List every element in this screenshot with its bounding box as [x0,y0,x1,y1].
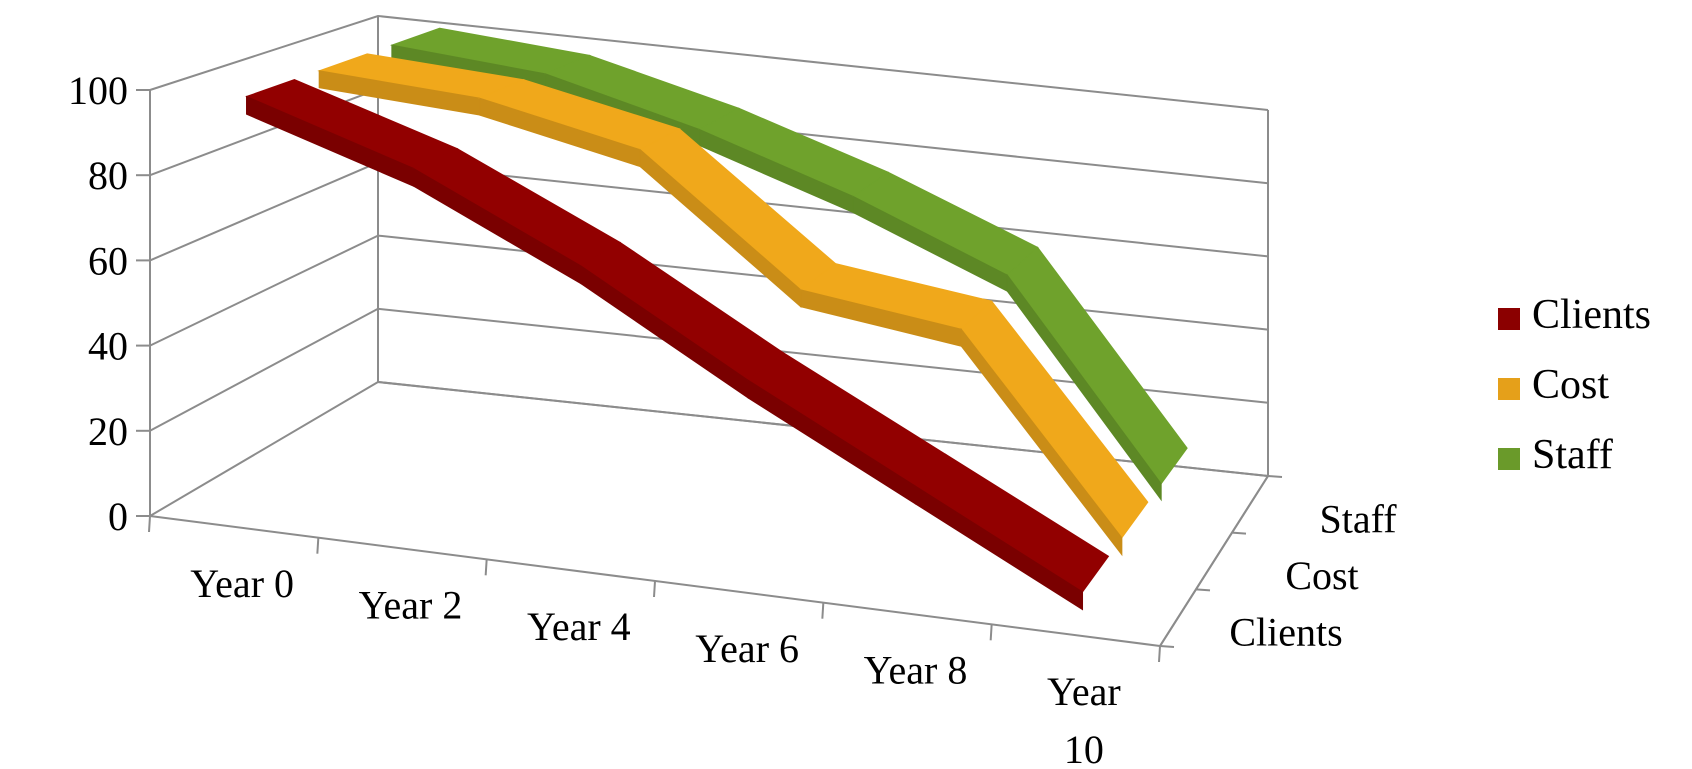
depth-axis-line [1159,475,1269,647]
x-tick-label: Year 8 [864,648,968,693]
depth-tick-labels: Clients Cost Staff [1229,496,1397,654]
ribbon-top [412,148,622,267]
legend-swatch [1498,448,1520,470]
x-tick-label: Year 2 [359,583,463,628]
legend: Clients Cost Staff [1498,292,1651,478]
y-tick-labels: 0 20 40 60 80 100 [68,68,128,539]
legend-label: Cost [1532,362,1609,408]
x-tick-mark [653,580,656,598]
depth-tick-label: Cost [1285,553,1358,598]
depth-tick-mark [1267,475,1283,478]
depth-tick-mark [1195,588,1211,592]
y-tick-label: 0 [108,494,128,539]
x-tick-mark [484,559,488,576]
y-tick-label: 80 [88,153,128,198]
legend-swatch [1498,308,1520,330]
x-tick-label: Year 10 [1047,669,1121,769]
depth-tick-label: Clients [1229,610,1342,655]
legend-label: Staff [1532,432,1613,478]
ribbon-side [1006,273,1162,502]
series-ribbon-clients [245,78,1110,611]
axes [136,89,1283,663]
x-tick-labels: Year 0 Year 2 Year 4 Year 6 Year 8 Year 10 [190,561,1120,769]
y-tick-label: 40 [88,324,128,369]
x-tick-label: Year 0 [190,561,294,606]
depth-tick-mark [1159,645,1175,648]
x-tick-mark [1158,645,1161,663]
series-ribbon-staff [389,27,1188,502]
series-ribbon-cost [317,53,1149,557]
x-tick-mark [821,602,825,619]
x-tick-label: Year 4 [527,604,631,649]
ribbon-side [914,485,1084,611]
x-tick-mark [316,537,320,554]
depth-tick-label: Staff [1319,496,1397,541]
ribbon-side [960,327,1123,557]
x-tick-mark [989,624,993,641]
ribbon-top [747,351,947,487]
legend-label: Clients [1532,292,1651,338]
x-tick-mark [148,515,151,533]
y-tick-label: 20 [88,409,128,454]
y-tick-label: 100 [68,68,128,113]
depth-tick-mark [1231,531,1247,535]
x-tick-label: Year 6 [695,626,799,671]
series-ribbons [245,27,1188,611]
y-tick-label: 60 [88,238,128,283]
legend-swatch [1498,378,1520,400]
